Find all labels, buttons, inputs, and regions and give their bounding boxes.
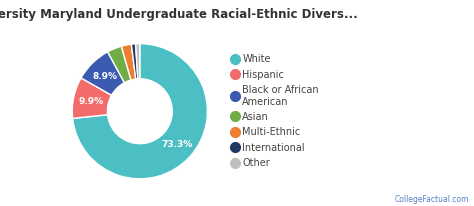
Wedge shape	[81, 52, 124, 95]
Text: CollegeFactual.com: CollegeFactual.com	[395, 195, 469, 204]
Title: Loyola University Maryland Undergraduate Racial-Ethnic Divers...: Loyola University Maryland Undergraduate…	[0, 8, 358, 21]
Wedge shape	[72, 78, 111, 118]
Text: 8.9%: 8.9%	[93, 71, 118, 81]
Wedge shape	[121, 44, 136, 80]
Wedge shape	[136, 44, 140, 79]
Text: 9.9%: 9.9%	[79, 97, 104, 106]
Text: 73.3%: 73.3%	[161, 140, 192, 149]
Wedge shape	[108, 46, 131, 83]
Wedge shape	[131, 44, 138, 79]
Wedge shape	[73, 44, 208, 179]
Legend: White, Hispanic, Black or African
American, Asian, Multi-Ethnic, International, : White, Hispanic, Black or African Americ…	[233, 54, 319, 168]
